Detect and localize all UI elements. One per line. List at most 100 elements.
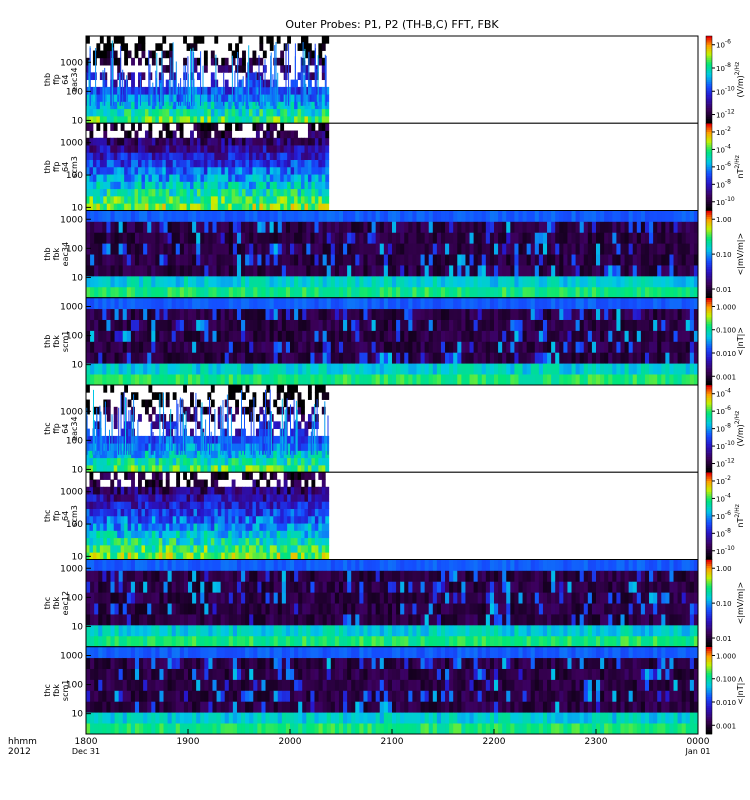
spectrogram-cell bbox=[155, 166, 160, 175]
spectrogram-cell bbox=[575, 221, 581, 233]
spectrogram-cell bbox=[228, 232, 234, 244]
spectrogram-cell bbox=[200, 115, 205, 124]
spectrogram-cell bbox=[297, 203, 302, 211]
spectrogram-cell bbox=[144, 457, 149, 466]
spectrogram-cell bbox=[600, 319, 605, 331]
spectrogram-cell bbox=[200, 174, 205, 182]
spectrogram-cell bbox=[86, 374, 91, 386]
spectrogram-cell bbox=[89, 450, 94, 459]
colorbar-segment bbox=[706, 81, 712, 85]
spectrogram-cell bbox=[661, 275, 666, 288]
spectrogram-cell bbox=[290, 101, 295, 110]
spectrogram-cell bbox=[183, 152, 187, 160]
spectrogram-cell bbox=[591, 308, 597, 320]
spectrogram-cell bbox=[179, 308, 185, 320]
spectrogram-cell bbox=[245, 181, 250, 190]
spectrogram-cell bbox=[127, 115, 132, 124]
spectrogram-cell bbox=[221, 130, 226, 139]
spectrogram-cell bbox=[547, 319, 552, 331]
spectrogram-cell bbox=[392, 232, 397, 244]
spectrogram-cell bbox=[600, 243, 605, 255]
spectrogram-cell bbox=[98, 352, 103, 364]
spectrogram-cell bbox=[155, 286, 160, 299]
colorbar-segment bbox=[706, 280, 712, 283]
spectrogram-cell bbox=[579, 341, 585, 353]
spectrogram-cell bbox=[326, 286, 332, 299]
spectrogram-cell bbox=[155, 243, 160, 255]
spectrogram-cell bbox=[677, 363, 683, 375]
spectrogram-cell bbox=[120, 137, 125, 146]
spectrogram-cell bbox=[281, 254, 287, 266]
spectrogram-cell bbox=[165, 537, 170, 546]
spectrogram-cell bbox=[304, 145, 309, 153]
spectrogram-cell bbox=[307, 145, 312, 153]
spectrogram-cell bbox=[261, 232, 266, 244]
spectrogram-cell bbox=[693, 254, 699, 266]
spectrogram-cell bbox=[269, 94, 274, 102]
spectrogram-cell bbox=[220, 243, 226, 255]
spectrogram-cell bbox=[281, 374, 287, 386]
spectrogram-cell bbox=[86, 265, 91, 277]
spectrogram-cell bbox=[208, 232, 213, 244]
spectrogram-cell bbox=[190, 188, 194, 197]
spectrogram-cell bbox=[179, 232, 185, 244]
spectrogram-cell bbox=[510, 319, 515, 331]
spectrogram-cell bbox=[143, 265, 148, 277]
spectrogram-cell bbox=[338, 286, 344, 299]
colorbar-segment bbox=[706, 326, 712, 329]
spectrogram-cell bbox=[102, 210, 107, 222]
spectrogram-cell bbox=[249, 330, 254, 342]
colorbar-segment bbox=[706, 382, 712, 386]
spectrogram-cell bbox=[151, 392, 156, 400]
spectrogram-cell bbox=[113, 86, 118, 95]
spectrogram-cell bbox=[280, 464, 285, 473]
spectrogram-cell bbox=[113, 450, 118, 459]
spectrogram-cell bbox=[245, 203, 250, 211]
spectrogram-cell bbox=[579, 363, 585, 375]
spectrogram-cell bbox=[290, 363, 295, 375]
spectrogram-cell bbox=[249, 65, 253, 73]
spectrogram-cell bbox=[457, 232, 462, 244]
spectrogram-cell bbox=[262, 130, 267, 139]
spectrogram-cell bbox=[522, 330, 528, 342]
spectrogram-cell bbox=[257, 254, 262, 266]
spectrogram-cell bbox=[151, 374, 156, 386]
spectrogram-cell bbox=[110, 203, 115, 211]
spectrogram-cell bbox=[514, 352, 519, 364]
spectrogram-cell bbox=[604, 265, 609, 277]
spectrogram-cell bbox=[343, 297, 348, 310]
spectrogram-cell bbox=[117, 494, 122, 502]
spectrogram-cell bbox=[494, 210, 499, 222]
colorbar-segment bbox=[706, 66, 712, 70]
spectrogram-cell bbox=[498, 319, 503, 331]
spectrogram-cell bbox=[318, 108, 323, 117]
spectrogram-cell bbox=[290, 265, 295, 277]
spectrogram-cell bbox=[420, 352, 426, 364]
spectrogram-cell bbox=[118, 363, 124, 375]
spectrogram-cell bbox=[571, 286, 576, 299]
spectrogram-cell bbox=[92, 552, 97, 560]
spectrogram-cell bbox=[188, 265, 193, 277]
spectrogram-cell bbox=[290, 174, 295, 182]
spectrogram-cell bbox=[636, 275, 642, 288]
colorbar-segment bbox=[706, 230, 712, 233]
spectrogram-cell bbox=[122, 243, 128, 255]
spectrogram-cell bbox=[628, 297, 634, 310]
spectrogram-cell bbox=[620, 232, 625, 244]
spectrogram-cell bbox=[216, 275, 222, 288]
spectrogram-cell bbox=[266, 166, 271, 175]
spectrogram-cell bbox=[424, 265, 430, 277]
spectrogram-cell bbox=[632, 232, 638, 244]
spectrogram-cell bbox=[255, 450, 260, 459]
spectrogram-cell bbox=[325, 203, 330, 211]
spectrogram-cell bbox=[86, 319, 91, 331]
spectrogram-cell bbox=[231, 464, 236, 473]
spectrogram-cell bbox=[424, 341, 430, 353]
spectrogram-cell bbox=[259, 203, 264, 211]
spectrogram-cell bbox=[400, 363, 405, 375]
spectrogram-cell bbox=[216, 308, 222, 320]
spectrogram-cell bbox=[86, 501, 90, 509]
spectrogram-cell bbox=[600, 308, 605, 320]
spectrogram-cell bbox=[147, 286, 152, 299]
spectrogram-cell bbox=[526, 232, 532, 244]
